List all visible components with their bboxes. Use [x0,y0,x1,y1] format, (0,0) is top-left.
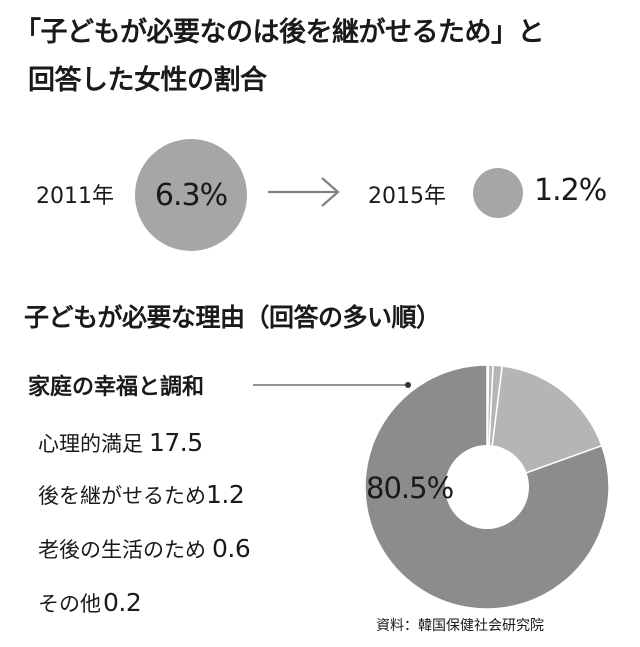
leader-dot [405,382,411,388]
bubble-2015 [473,168,523,218]
reason-label-2: 後を継がせるため [38,484,206,508]
year-2011-label: 2011年 [36,184,114,209]
bubble-2011-value: 6.3% [154,177,228,213]
reason-row-3: 老後の生活のため 0.6 [38,534,251,564]
reason-label-4: その他 [38,592,101,616]
bubble-2015-value: 1.2% [534,173,607,208]
chart-title-line2: 回答した女性の割合 [28,65,267,96]
chart-title-line1: 「子どもが必要なのは後を継がせるため」と [14,17,545,48]
source-note: 資料：韓国保健社会研究院 [376,618,544,634]
reason-row-1: 心理的満足 17.5 [38,428,203,458]
reason-value-2: 1.2 [206,480,245,509]
reason-label-3: 老後の生活のため [38,538,206,562]
reason-value-3: 0.6 [212,534,251,563]
reason-label-1: 心理的満足 [38,432,143,456]
reason-row-2: 後を継がせるため1.2 [38,480,245,510]
donut-hole [445,445,529,529]
reason-row-4: その他0.2 [38,588,142,618]
reason-value-1: 17.5 [149,428,203,457]
reason-value-4: 0.2 [103,588,142,617]
reasons-subtitle: 子どもが必要な理由（回答の多い順） [24,303,441,332]
donut-main-value-label: 80.5% [366,471,453,505]
reason-label-0: 家庭の幸福と調和 [28,375,205,400]
year-2015-label: 2015年 [368,184,446,209]
bubble-2011: 6.3% [135,139,247,251]
